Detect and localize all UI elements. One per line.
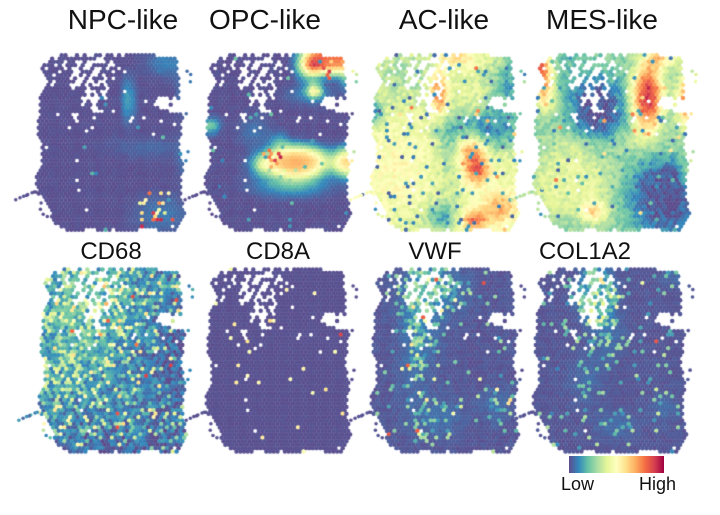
panel-title-cd8a: CD8A <box>245 238 311 265</box>
panel-title-cd68: CD68 <box>80 238 142 265</box>
panel-col1a2 <box>530 266 688 455</box>
panel-title-vwf: VWF <box>408 238 462 265</box>
panel-npc-like <box>33 52 186 233</box>
panel-title-npc-like: NPC-like <box>67 4 179 35</box>
colorbar-high-label: High <box>639 474 677 494</box>
colorbar-low-label: Low <box>561 474 595 494</box>
panel-opc-like <box>202 52 352 233</box>
panel-mes-like <box>530 52 691 233</box>
panel-title-mes-like: MES-like <box>545 4 659 35</box>
panel-ac-like <box>368 52 520 233</box>
panel-title-col1a2: COL1A2 <box>538 238 632 265</box>
panel-cd68 <box>36 266 188 455</box>
panel-vwf <box>368 266 520 455</box>
panel-title-opc-like: OPC-like <box>208 4 322 35</box>
colorbar-gradient <box>569 456 664 473</box>
panel-title-ac-like: AC-like <box>398 4 490 35</box>
panel-cd8a <box>203 266 352 455</box>
